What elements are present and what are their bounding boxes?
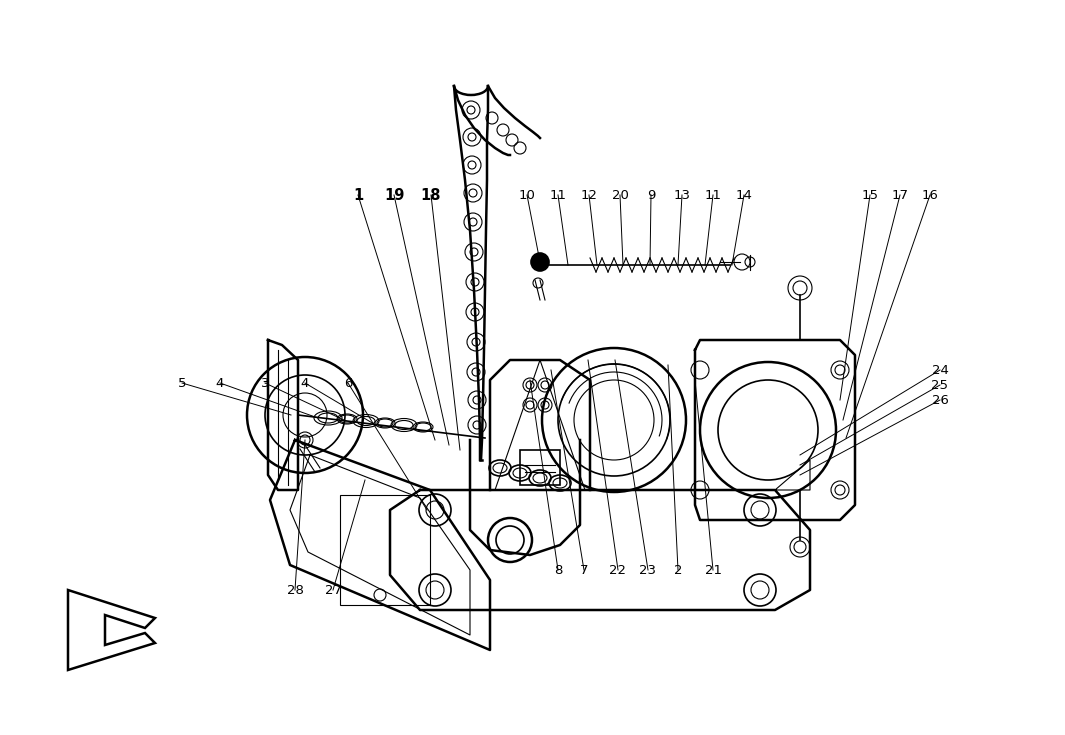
- Text: 4: 4: [300, 376, 309, 390]
- Text: 27: 27: [325, 584, 342, 597]
- Text: 2: 2: [674, 564, 683, 576]
- Circle shape: [531, 253, 548, 271]
- Text: 11: 11: [705, 188, 721, 201]
- Text: 9: 9: [646, 188, 655, 201]
- Text: 25: 25: [932, 379, 949, 392]
- Text: 10: 10: [519, 188, 536, 201]
- Text: 24: 24: [932, 364, 949, 376]
- Text: 17: 17: [891, 188, 908, 201]
- Text: 3: 3: [261, 376, 269, 390]
- Text: 26: 26: [932, 393, 949, 406]
- Text: 16: 16: [921, 188, 938, 201]
- Text: 23: 23: [639, 564, 656, 576]
- Text: 4: 4: [216, 376, 225, 390]
- Text: 13: 13: [673, 188, 690, 201]
- Bar: [520, 450, 560, 485]
- Text: 21: 21: [705, 564, 721, 576]
- Text: 7: 7: [579, 564, 588, 576]
- Bar: [340, 495, 430, 605]
- Text: 5: 5: [178, 376, 186, 390]
- Text: 18: 18: [421, 187, 441, 203]
- Text: 14: 14: [736, 188, 753, 201]
- Text: 22: 22: [609, 564, 626, 576]
- Text: 12: 12: [580, 188, 597, 201]
- Text: 11: 11: [550, 188, 567, 201]
- Text: 6: 6: [344, 376, 353, 390]
- Text: 19: 19: [383, 187, 405, 203]
- Text: 15: 15: [862, 188, 879, 201]
- Text: 1: 1: [353, 187, 363, 203]
- Text: 20: 20: [611, 188, 628, 201]
- Text: 8: 8: [554, 564, 562, 576]
- Text: 28: 28: [286, 584, 304, 597]
